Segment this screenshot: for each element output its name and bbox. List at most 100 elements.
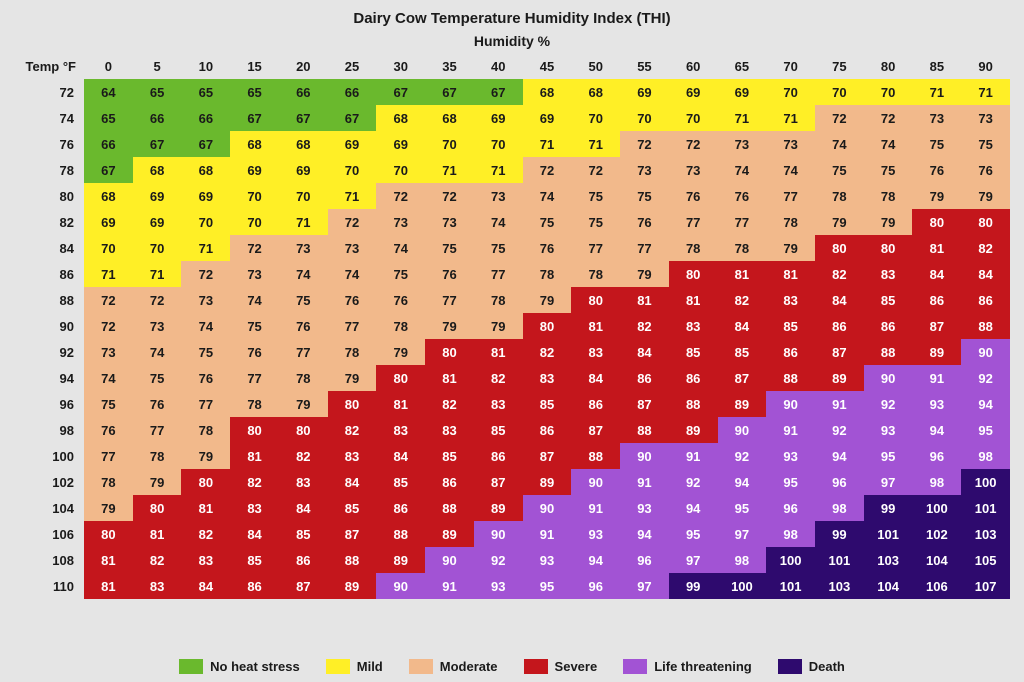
thi-cell: 80: [181, 469, 230, 495]
thi-cell: 82: [474, 365, 523, 391]
thi-cell: 80: [912, 209, 961, 235]
thi-cell: 103: [815, 573, 864, 599]
temp-row-header: 72: [14, 79, 84, 105]
thi-cell: 75: [864, 157, 913, 183]
thi-cell: 76: [718, 183, 767, 209]
thi-cell: 87: [912, 313, 961, 339]
thi-cell: 64: [84, 79, 133, 105]
thi-cell: 79: [620, 261, 669, 287]
thi-cell: 76: [961, 157, 1010, 183]
thi-cell: 70: [328, 157, 377, 183]
thi-cell: 78: [571, 261, 620, 287]
legend-item: Severe: [524, 659, 598, 674]
thi-cell: 95: [766, 469, 815, 495]
thi-cell: 91: [425, 573, 474, 599]
thi-cell: 75: [571, 209, 620, 235]
thi-cell: 80: [961, 209, 1010, 235]
thi-cell: 90: [376, 573, 425, 599]
thi-cell: 82: [620, 313, 669, 339]
thi-cell: 72: [133, 287, 182, 313]
thi-cell: 82: [328, 417, 377, 443]
thi-cell: 75: [376, 261, 425, 287]
thi-cell: 86: [425, 469, 474, 495]
thi-cell: 82: [279, 443, 328, 469]
thi-cell: 79: [279, 391, 328, 417]
thi-cell: 93: [523, 547, 572, 573]
thi-cell: 83: [181, 547, 230, 573]
thi-cell: 76: [133, 391, 182, 417]
thi-cell: 84: [181, 573, 230, 599]
thi-cell: 77: [718, 209, 767, 235]
thi-cell: 83: [133, 573, 182, 599]
temp-row-header: 78: [14, 157, 84, 183]
thi-cell: 80: [523, 313, 572, 339]
thi-cell: 78: [279, 365, 328, 391]
temp-row-header: 110: [14, 573, 84, 599]
thi-cell: 68: [181, 157, 230, 183]
thi-cell: 80: [864, 235, 913, 261]
thi-cell: 74: [815, 131, 864, 157]
thi-cell: 71: [474, 157, 523, 183]
temp-row-header: 108: [14, 547, 84, 573]
thi-cell: 87: [474, 469, 523, 495]
thi-cell: 90: [620, 443, 669, 469]
thi-cell: 95: [718, 495, 767, 521]
thi-cell: 85: [523, 391, 572, 417]
thi-cell: 87: [279, 573, 328, 599]
thi-cell: 94: [620, 521, 669, 547]
thi-cell: 84: [961, 261, 1010, 287]
thi-cell: 71: [328, 183, 377, 209]
thi-cell: 77: [669, 209, 718, 235]
thi-cell: 87: [620, 391, 669, 417]
thi-cell: 75: [84, 391, 133, 417]
thi-cell: 73: [376, 209, 425, 235]
thi-cell: 66: [84, 131, 133, 157]
thi-cell: 71: [912, 79, 961, 105]
thi-cell: 71: [961, 79, 1010, 105]
thi-cell: 89: [718, 391, 767, 417]
thi-cell: 84: [718, 313, 767, 339]
thi-cell: 76: [669, 183, 718, 209]
humidity-col-header: 5: [133, 53, 182, 79]
thi-cell: 70: [279, 183, 328, 209]
thi-cell: 70: [376, 157, 425, 183]
humidity-col-header: 80: [864, 53, 913, 79]
temp-row-header: 100: [14, 443, 84, 469]
thi-cell: 81: [571, 313, 620, 339]
thi-cell: 81: [84, 547, 133, 573]
thi-cell: 97: [864, 469, 913, 495]
thi-cell: 73: [961, 105, 1010, 131]
humidity-col-header: 40: [474, 53, 523, 79]
thi-cell: 70: [571, 105, 620, 131]
thi-cell: 78: [474, 287, 523, 313]
thi-cell: 81: [669, 287, 718, 313]
thi-cell: 75: [425, 235, 474, 261]
thi-cell: 80: [669, 261, 718, 287]
thi-cell: 73: [718, 131, 767, 157]
thi-cell: 79: [474, 313, 523, 339]
thi-cell: 83: [766, 287, 815, 313]
thi-cell: 86: [912, 287, 961, 313]
thi-cell: 89: [523, 469, 572, 495]
thi-cell: 81: [425, 365, 474, 391]
thi-cell: 79: [815, 209, 864, 235]
thi-cell: 86: [376, 495, 425, 521]
thi-cell: 80: [571, 287, 620, 313]
thi-cell: 86: [620, 365, 669, 391]
thi-cell: 75: [571, 183, 620, 209]
thi-cell: 75: [181, 339, 230, 365]
thi-cell: 97: [669, 547, 718, 573]
thi-cell: 70: [474, 131, 523, 157]
thi-cell: 85: [376, 469, 425, 495]
thi-cell: 79: [84, 495, 133, 521]
thi-cell: 90: [474, 521, 523, 547]
thi-cell: 78: [864, 183, 913, 209]
thi-cell: 74: [84, 365, 133, 391]
thi-cell: 100: [718, 573, 767, 599]
thi-cell: 72: [669, 131, 718, 157]
legend-swatch: [623, 659, 647, 674]
thi-cell: 70: [133, 235, 182, 261]
humidity-col-header: 45: [523, 53, 572, 79]
thi-cell: 95: [669, 521, 718, 547]
thi-cell: 68: [376, 105, 425, 131]
